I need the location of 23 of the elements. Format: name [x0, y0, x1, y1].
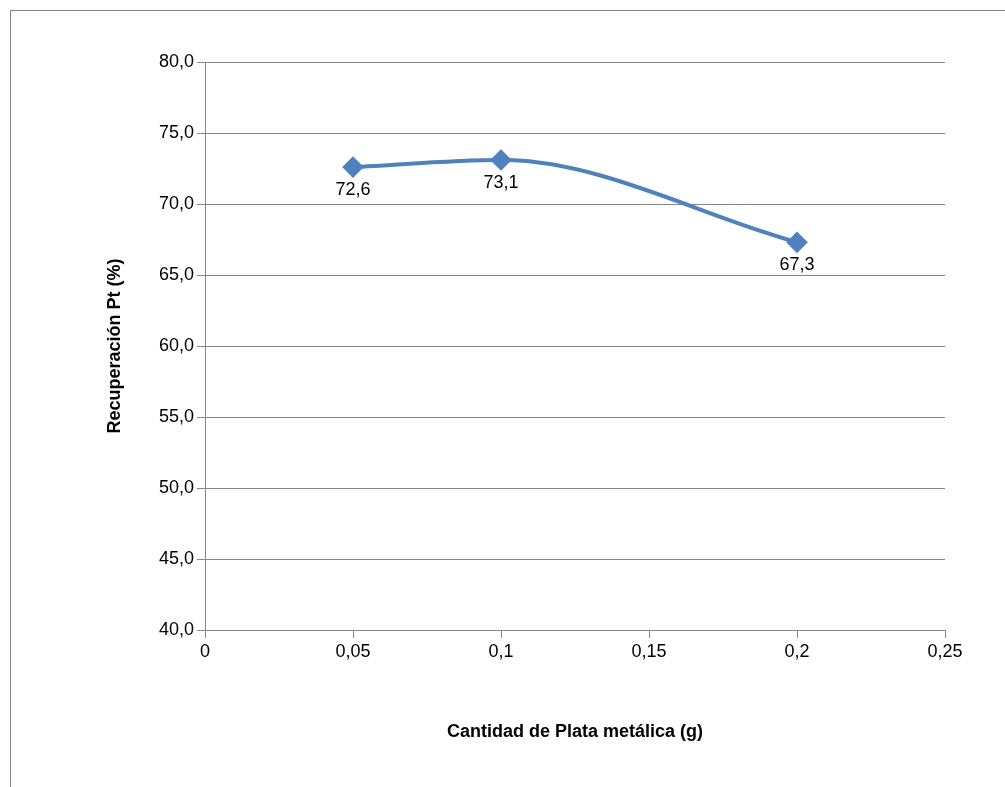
y-tick-label: 80,0	[158, 50, 194, 71]
data-label: 73,1	[483, 171, 519, 192]
data-label: 67,3	[779, 254, 815, 275]
x-tick-label: 0,15	[631, 640, 667, 661]
y-tick-label: 60,0	[158, 334, 194, 355]
x-axis-title: Cantidad de Plata metálica (g)	[446, 721, 704, 742]
x-tick-label: 0,05	[335, 640, 371, 661]
y-tick-label: 45,0	[158, 547, 194, 568]
data-label: 72,6	[335, 179, 371, 200]
y-tick-label: 55,0	[158, 405, 194, 426]
point	[491, 149, 511, 170]
x-tick-label: 0,1	[488, 640, 514, 661]
x-tick-label: 0,2	[784, 640, 810, 661]
y-tick-label: 50,0	[158, 476, 194, 497]
y-axis-title: Recuperación Pt (%)	[103, 258, 124, 434]
y-tick-label: 70,0	[158, 192, 194, 213]
y-tick-label: 40,0	[158, 618, 194, 639]
point	[787, 232, 807, 253]
y-tick-label: 65,0	[158, 263, 194, 284]
x-tick-label: 0	[199, 640, 211, 661]
y-tick-label: 75,0	[158, 121, 194, 142]
x-tick-label: 0,25	[927, 640, 963, 661]
point	[343, 157, 363, 178]
